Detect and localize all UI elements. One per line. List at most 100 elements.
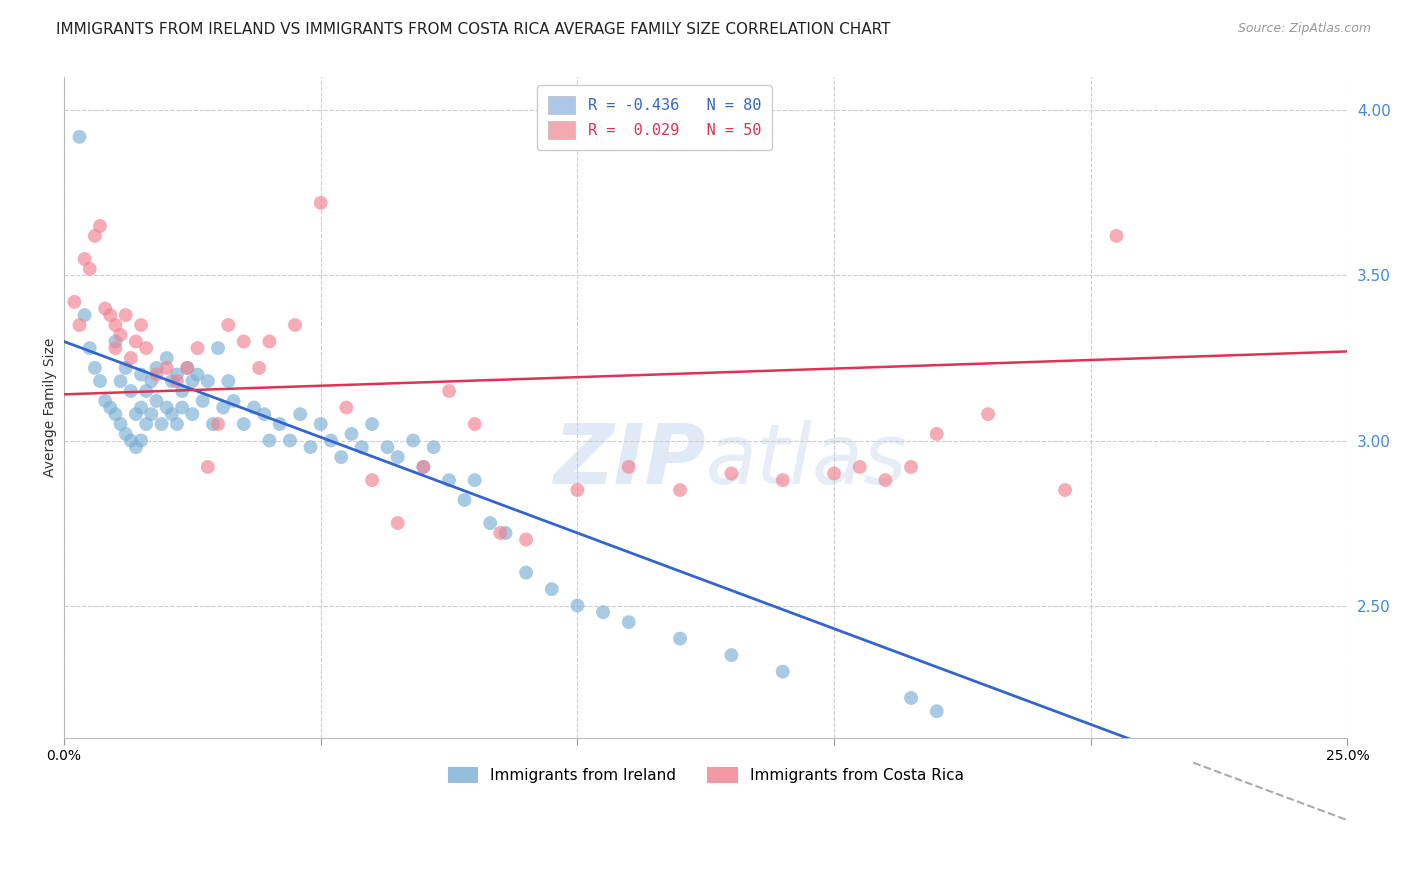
Point	[172, 384, 194, 398]
Text: Source: ZipAtlas.com: Source: ZipAtlas.com	[1237, 22, 1371, 36]
Point	[848, 459, 870, 474]
Point	[69, 318, 91, 332]
Point	[464, 417, 486, 431]
Point	[145, 368, 167, 382]
Point	[63, 294, 86, 309]
Point	[495, 525, 517, 540]
Point	[361, 417, 384, 431]
Point	[253, 407, 276, 421]
Point	[567, 599, 589, 613]
Point	[309, 417, 332, 431]
Point	[120, 351, 142, 365]
Point	[197, 459, 219, 474]
Point	[453, 492, 475, 507]
Point	[156, 401, 179, 415]
Point	[402, 434, 425, 448]
Point	[377, 440, 399, 454]
Point	[104, 334, 127, 349]
Point	[925, 426, 948, 441]
Point	[1054, 483, 1077, 497]
Point	[104, 318, 127, 332]
Point	[73, 308, 96, 322]
Point	[145, 360, 167, 375]
Point	[156, 351, 179, 365]
Point	[135, 341, 157, 355]
Point	[299, 440, 322, 454]
Point	[176, 360, 198, 375]
Point	[437, 384, 460, 398]
Point	[191, 393, 214, 408]
Point	[875, 473, 897, 487]
Point	[104, 407, 127, 421]
Point	[259, 434, 281, 448]
Point	[114, 308, 136, 322]
Point	[176, 360, 198, 375]
Point	[567, 483, 589, 497]
Point	[141, 374, 163, 388]
Point	[104, 341, 127, 355]
Point	[489, 525, 512, 540]
Point	[186, 341, 208, 355]
Point	[160, 407, 183, 421]
Point	[243, 401, 266, 415]
Point	[387, 516, 409, 530]
Legend: Immigrants from Ireland, Immigrants from Costa Rica: Immigrants from Ireland, Immigrants from…	[441, 761, 970, 789]
Point	[166, 368, 188, 382]
Point	[110, 417, 132, 431]
Text: atlas: atlas	[706, 420, 907, 500]
Point	[156, 360, 179, 375]
Point	[129, 368, 152, 382]
Point	[94, 393, 117, 408]
Point	[720, 648, 742, 662]
Point	[110, 327, 132, 342]
Point	[669, 483, 692, 497]
Point	[129, 434, 152, 448]
Point	[89, 219, 111, 233]
Point	[98, 401, 121, 415]
Point	[73, 252, 96, 266]
Point	[79, 341, 101, 355]
Point	[232, 334, 254, 349]
Point	[129, 318, 152, 332]
Point	[232, 417, 254, 431]
Point	[79, 261, 101, 276]
Point	[278, 434, 301, 448]
Point	[69, 129, 91, 144]
Point	[94, 301, 117, 316]
Point	[217, 318, 239, 332]
Point	[540, 582, 562, 596]
Text: ZIP: ZIP	[553, 420, 706, 500]
Point	[617, 459, 640, 474]
Point	[141, 407, 163, 421]
Point	[197, 374, 219, 388]
Point	[479, 516, 502, 530]
Point	[412, 459, 434, 474]
Point	[290, 407, 312, 421]
Point	[772, 665, 794, 679]
Point	[135, 417, 157, 431]
Point	[150, 417, 173, 431]
Point	[83, 360, 105, 375]
Point	[720, 467, 742, 481]
Point	[89, 374, 111, 388]
Point	[900, 459, 922, 474]
Point	[309, 195, 332, 210]
Point	[135, 384, 157, 398]
Point	[207, 341, 229, 355]
Point	[247, 360, 270, 375]
Point	[361, 473, 384, 487]
Point	[900, 691, 922, 706]
Point	[217, 374, 239, 388]
Point	[335, 401, 357, 415]
Point	[160, 374, 183, 388]
Point	[319, 434, 342, 448]
Point	[114, 360, 136, 375]
Point	[669, 632, 692, 646]
Point	[422, 440, 444, 454]
Point	[222, 393, 245, 408]
Point	[259, 334, 281, 349]
Point	[207, 417, 229, 431]
Point	[925, 704, 948, 718]
Point	[592, 605, 614, 619]
Point	[330, 450, 353, 464]
